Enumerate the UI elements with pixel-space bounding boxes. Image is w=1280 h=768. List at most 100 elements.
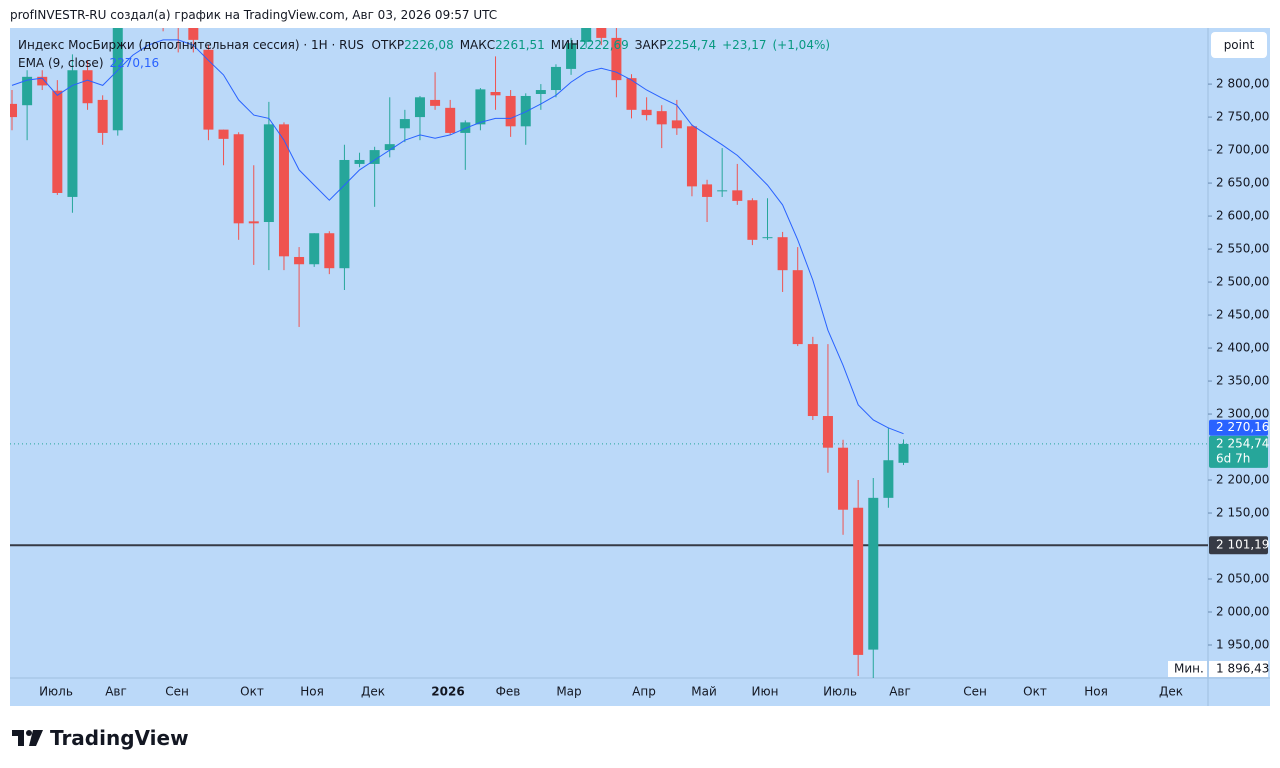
- candle-body: [762, 237, 773, 239]
- y-tick-label: 2 450,00: [1216, 308, 1269, 322]
- candle-body: [686, 126, 697, 187]
- separator: ·: [299, 38, 312, 52]
- candle-body: [566, 43, 577, 69]
- last-price-label: 2 254,74: [1216, 436, 1269, 450]
- candle-body: [581, 28, 592, 42]
- ohlc-key: МИН: [550, 38, 580, 52]
- candle-body: [626, 78, 637, 110]
- candle-body: [611, 37, 622, 81]
- candle-body: [414, 97, 425, 118]
- candle-body: [505, 95, 516, 127]
- candle-body: [67, 70, 78, 197]
- y-tick-label: 2 050,00: [1216, 572, 1269, 586]
- y-tick-label: 2 600,00: [1216, 209, 1269, 223]
- separator: ·: [327, 38, 340, 52]
- candle-body: [868, 497, 879, 650]
- x-tick-label: Ноя: [1084, 685, 1108, 699]
- candle-body: [747, 200, 758, 240]
- x-tick-label: Май: [691, 685, 717, 699]
- candle-body: [898, 443, 909, 463]
- x-tick-label: Июль: [823, 685, 857, 699]
- candle-body: [158, 0, 168, 8]
- y-tick-label: 2 550,00: [1216, 242, 1269, 256]
- candle-body: [535, 90, 546, 94]
- candle-body: [188, 28, 199, 40]
- brand: TradingView: [12, 724, 189, 752]
- candle-body: [430, 99, 441, 106]
- x-tick-label: Дек: [361, 685, 385, 699]
- min-value-label: 1 896,43: [1216, 662, 1269, 676]
- x-tick-label: Окт: [1023, 685, 1047, 699]
- y-tick-label: 2 200,00: [1216, 473, 1269, 487]
- min-title: Мин.: [1174, 662, 1204, 676]
- candle-body: [399, 119, 410, 129]
- candle-body: [717, 190, 728, 192]
- candle-body: [82, 70, 93, 104]
- symbol-name: Индекс МосБиржи (дополнительная сессия): [18, 38, 300, 52]
- countdown: 6d 7h: [1216, 451, 1250, 465]
- candle-body: [173, 8, 183, 21]
- ema-price-box: [1209, 419, 1268, 436]
- candle-body: [460, 122, 471, 133]
- x-tick-label: Фев: [496, 685, 521, 699]
- candle-body: [550, 66, 561, 91]
- legend: Индекс МосБиржи (дополнительная сессия) …: [18, 36, 836, 72]
- candle-body: [807, 344, 818, 417]
- candle-body: [490, 92, 501, 96]
- ohlc-value: 2254,74: [666, 38, 717, 52]
- candle-body: [702, 184, 713, 197]
- candle-body: [263, 124, 274, 223]
- candle-body: [732, 190, 743, 201]
- candle-body: [37, 76, 48, 86]
- exchange: RUS: [339, 38, 364, 52]
- x-tick-label: Авг: [889, 685, 911, 699]
- y-tick-label: 2 700,00: [1216, 143, 1269, 157]
- candle-body: [656, 111, 667, 125]
- candle-body: [520, 95, 531, 127]
- x-tick-label: Апр: [632, 685, 656, 699]
- change-pct: (+1,04%): [772, 38, 831, 52]
- candle-body: [777, 237, 788, 271]
- candle-body: [853, 507, 864, 655]
- point-button[interactable]: point: [1211, 32, 1267, 58]
- x-tick-label: Сен: [165, 685, 189, 699]
- y-tick-label: 2 650,00: [1216, 176, 1269, 190]
- candle-body: [52, 90, 63, 193]
- min-title-box: [1168, 661, 1207, 677]
- ema-name: EMA (9, close): [18, 56, 104, 70]
- candle-body: [384, 144, 395, 151]
- ohlc-value: 2222,69: [579, 38, 629, 52]
- x-tick-label: Июль: [39, 685, 73, 699]
- x-tick-label: Авг: [105, 685, 127, 699]
- ohlc-value: 2226,08: [404, 38, 454, 52]
- x-tick-label: Сен: [963, 685, 987, 699]
- candle-body: [354, 159, 365, 164]
- candle-body: [278, 124, 289, 257]
- candle-body: [203, 49, 214, 130]
- candle-body: [671, 120, 682, 129]
- candle-body: [248, 221, 259, 224]
- plot-background: [10, 28, 1270, 706]
- y-tick-label: 2 800,00: [1216, 77, 1269, 91]
- y-tick-label: 2 500,00: [1216, 275, 1269, 289]
- min-value-box: [1209, 661, 1268, 677]
- x-tick-label: Окт: [240, 685, 264, 699]
- y-tick-label: 2 150,00: [1216, 506, 1269, 520]
- candle-body: [10, 103, 17, 118]
- x-tick-label: Июн: [752, 685, 779, 699]
- ema-price-label: 2 270,16: [1216, 420, 1269, 434]
- ema-line: [11, 39, 904, 435]
- candle-body: [792, 270, 803, 345]
- y-tick-label: 2 400,00: [1216, 341, 1269, 355]
- candle-body: [838, 447, 849, 510]
- candle-body: [641, 109, 652, 116]
- ohlc-key: МАКС: [459, 38, 496, 52]
- candle-body: [339, 159, 350, 269]
- last-price-box: [1209, 435, 1268, 468]
- candle-body: [97, 99, 108, 133]
- x-tick-label: Дек: [1159, 685, 1183, 699]
- ohlc-key: ЗАКР: [634, 38, 667, 52]
- header: profINVESTR-RU создал(а) график на Tradi…: [10, 8, 498, 22]
- candle-body: [309, 233, 320, 265]
